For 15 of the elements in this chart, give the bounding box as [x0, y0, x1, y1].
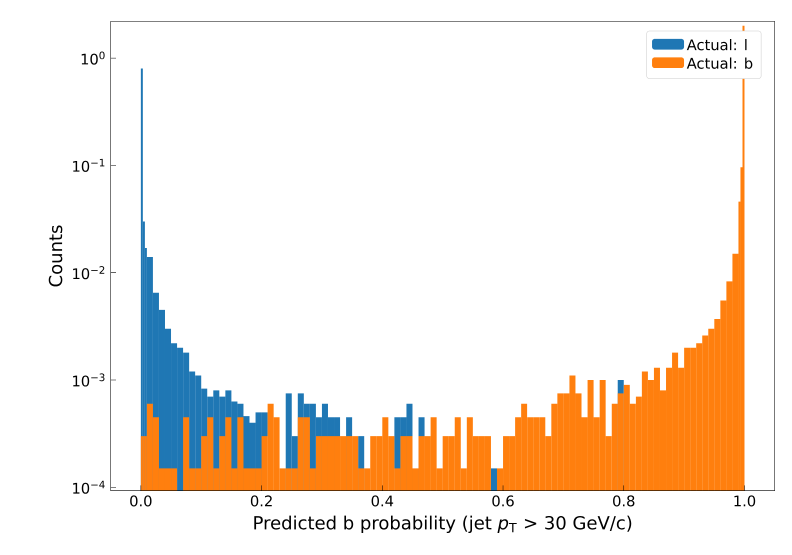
- y-tick-label: 10$^{−3}$: [73, 374, 104, 387]
- x-tick-label: 1.0: [734, 496, 756, 507]
- y-tick-label: 10$^{−1}$: [73, 159, 104, 172]
- y-tick-label: 10$^{−2}$: [73, 266, 104, 280]
- x-axis-title: Predicted b probability (jet p$_{T}$ > 30 GeV/c): [254, 516, 632, 534]
- x-tick-label: 0.0: [130, 496, 152, 507]
- y-tick-label: 10$^{0}$: [82, 52, 105, 65]
- legend-label: Actual: b: [686, 58, 752, 69]
- x-tick-label: 0.8: [613, 496, 634, 507]
- x-tick-label: 0.6: [492, 496, 514, 507]
- y-tick-label: 10$^{−4}$: [73, 480, 105, 494]
- x-tick-label: 0.4: [372, 496, 394, 507]
- y-axis-title: Counts: [48, 226, 62, 287]
- x-tick-label: 0.2: [250, 496, 272, 507]
- legend-label: Actual: l: [686, 39, 747, 51]
